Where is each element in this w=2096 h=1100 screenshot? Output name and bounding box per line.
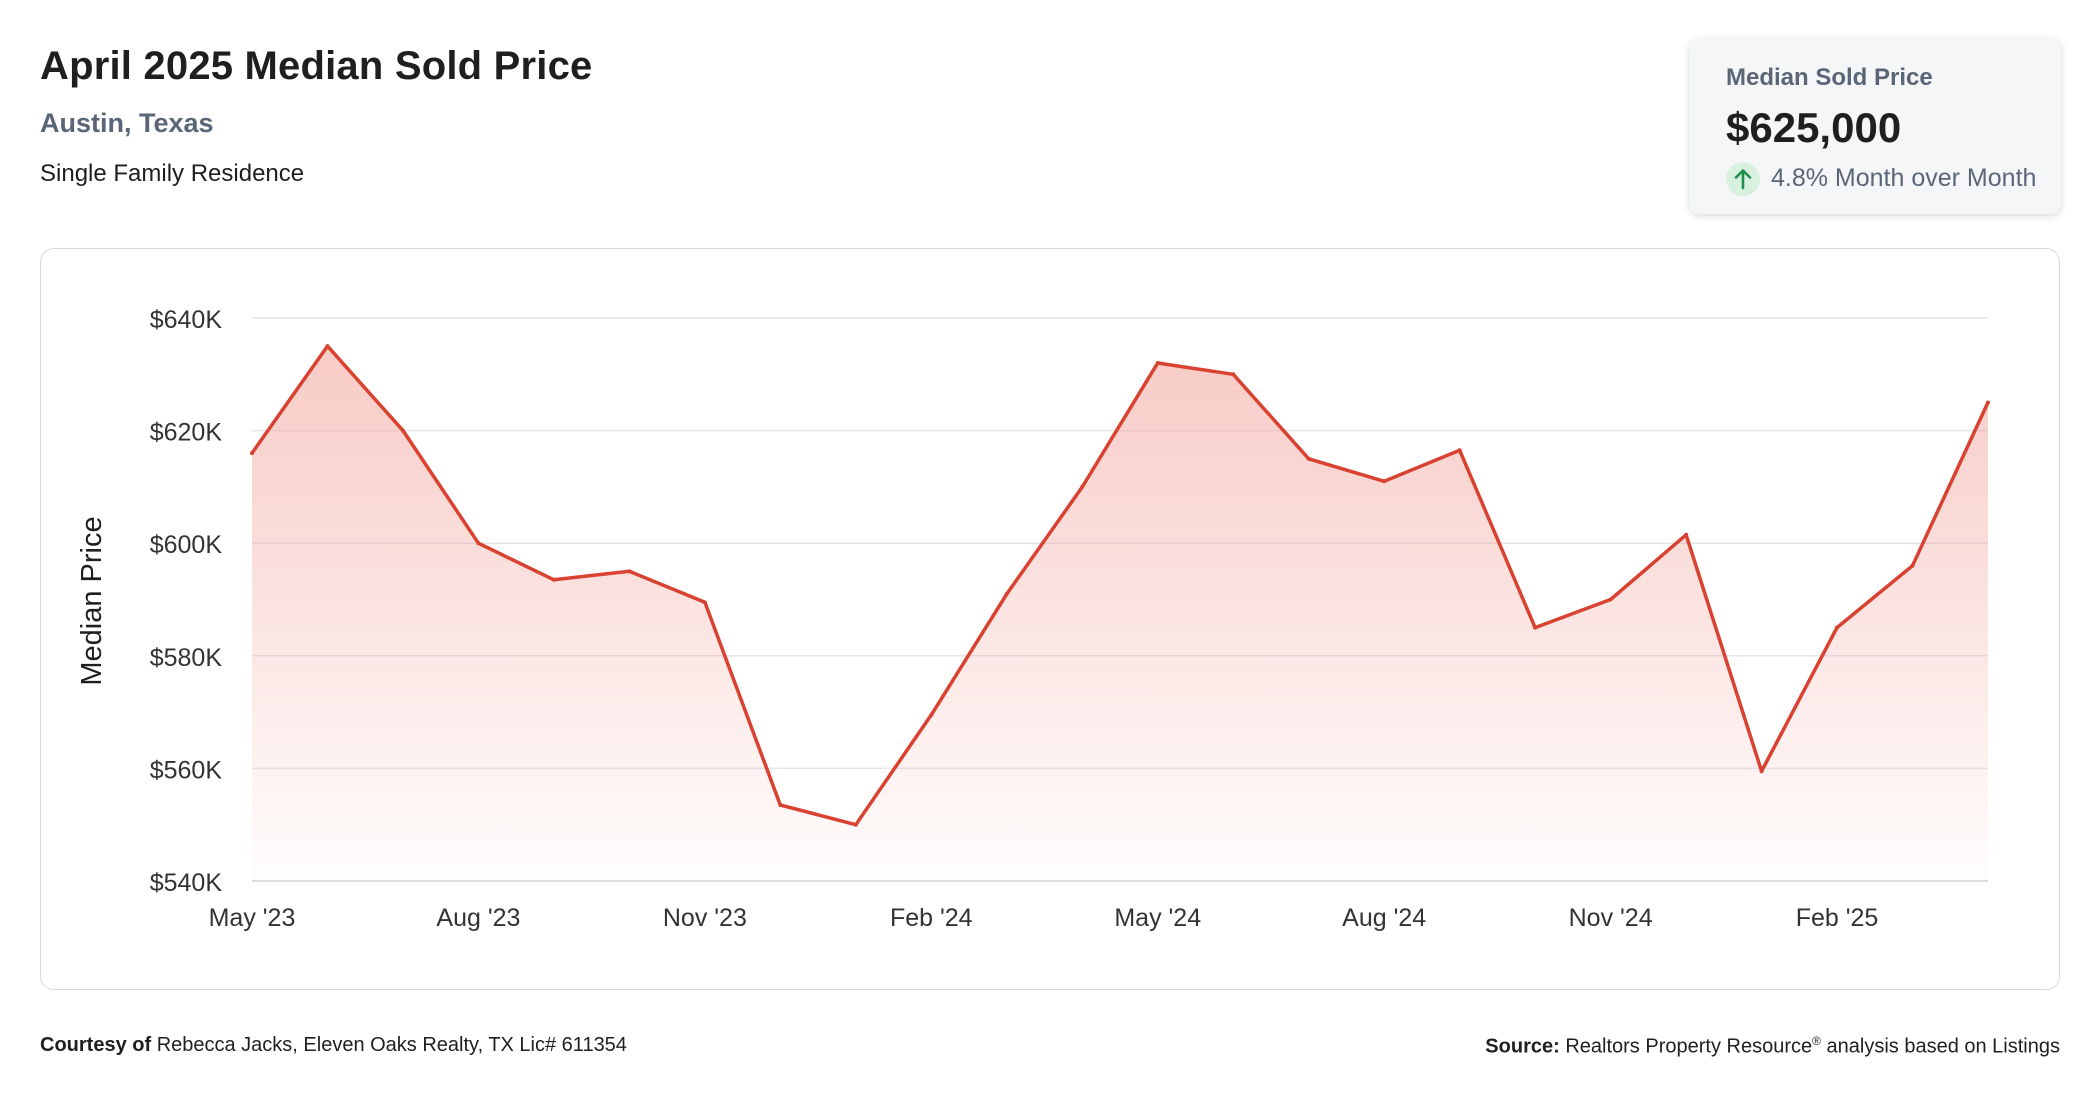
y-tick-label: $600K [150,531,223,559]
data-point [1608,597,1613,602]
x-tick-label: Nov '24 [1569,904,1653,932]
data-point [1382,479,1387,484]
data-point [853,822,858,827]
arrow-up-icon [1726,162,1760,196]
data-point [1986,400,1990,405]
data-point [250,451,254,456]
data-point [778,802,783,807]
data-point [929,712,934,717]
data-point [325,344,330,349]
data-point [627,569,632,574]
y-tick-label: $640K [150,306,223,334]
x-tick-label: Aug '23 [436,904,520,932]
data-point [702,600,707,605]
courtesy-text: Rebecca Jacks, Eleven Oaks Realty, TX Li… [156,1034,627,1056]
stat-value: $625,000 [1726,104,1902,151]
x-tick-label: Feb '25 [1796,904,1879,932]
stat-label: Median Sold Price [1726,64,1933,91]
data-point [476,541,481,546]
property-type-label: Single Family Residence [40,160,305,187]
courtesy-label: Courtesy of [40,1034,152,1056]
x-tick-label: Feb '24 [890,904,973,932]
series-line [250,344,1990,827]
median-price-chart: $540K $560K $580K $600K $620K $640K May '23 Au… [76,306,1990,932]
registered-mark: ® [1812,1034,1821,1048]
data-point [1457,448,1462,453]
stat-change-text: 4.8% Month over Month [1771,164,2037,192]
y-axis-label: Median Price [76,516,108,685]
page-title: April 2025 Median Sold Price [40,44,593,88]
data-point [1533,625,1538,630]
x-tick-label: Aug '24 [1342,904,1426,932]
y-tick-label: $580K [150,644,223,672]
x-tick-label: May '23 [209,904,296,932]
chart-card: $540K $560K $580K $600K $620K $640K May '23 Au… [40,248,2060,990]
courtesy-footer: Courtesy of Rebecca Jacks, Eleven Oaks R… [40,1034,627,1057]
data-point [1759,769,1764,774]
data-point [1231,372,1236,377]
y-tick-label: $560K [150,756,223,784]
source-footer: Source: Realtors Property Resource® anal… [1485,1034,2060,1059]
x-tick-label: Nov '23 [663,904,747,932]
source-name: Realtors Property Resource [1565,1035,1813,1058]
location-subtitle: Austin, Texas [40,108,214,138]
data-point [551,577,556,582]
median-price-stat-card: Median Sold Price $625,000 4.8% Month ov… [1689,38,2061,214]
y-tick-label: $620K [150,419,223,447]
data-point [1910,563,1915,568]
data-point [1684,532,1689,537]
data-point [1004,591,1009,596]
data-point [1080,484,1085,489]
area-fill [252,346,1988,882]
source-text: analysis based on Listings [1826,1035,2060,1058]
data-point [400,428,405,433]
data-point [1155,361,1160,366]
source-label: Source: [1485,1035,1560,1058]
data-point [1835,625,1840,630]
data-point [1306,456,1311,461]
x-tick-label: May '24 [1114,904,1201,932]
y-tick-label: $540K [150,869,223,897]
